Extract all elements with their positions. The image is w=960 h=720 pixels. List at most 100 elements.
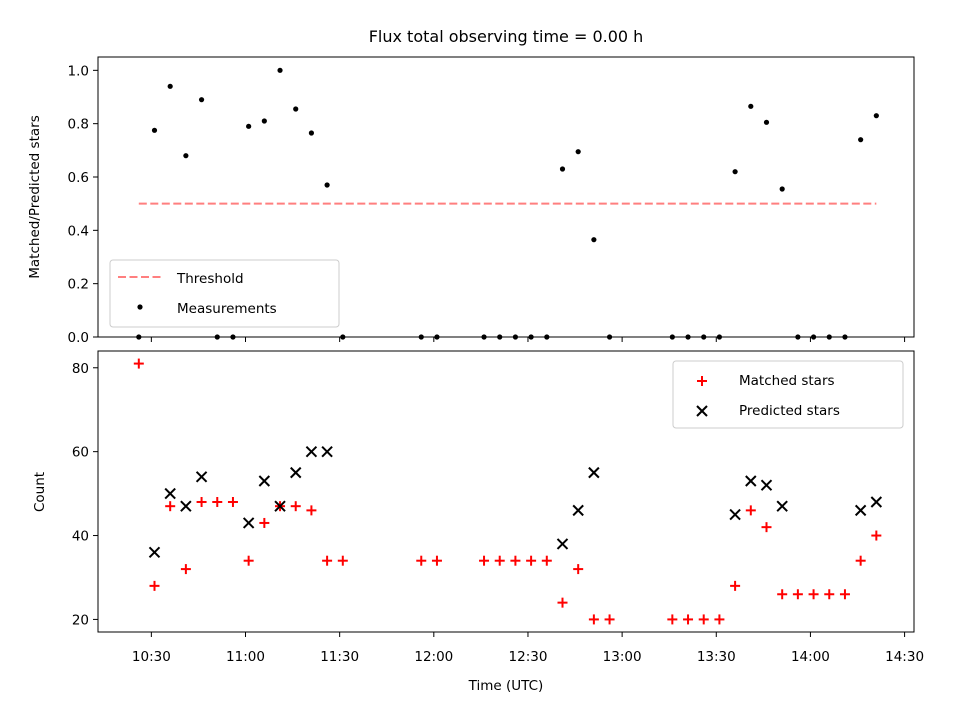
chart-title: Flux total observing time = 0.00 h [369, 27, 644, 46]
matched-star-point [510, 555, 521, 566]
matched-star-point [479, 555, 490, 566]
matched-star-point [667, 614, 678, 625]
count-ytick-label: 60 [72, 445, 89, 461]
matched-star-point [212, 496, 223, 507]
matched-star-point [761, 522, 772, 533]
count-xtick-label: 11:30 [320, 649, 359, 665]
ratio-ytick-label: 0.8 [68, 117, 89, 133]
matched-star-point [526, 555, 537, 566]
matched-star-point [431, 555, 442, 566]
matched-star-point [588, 614, 599, 625]
measurement-point [559, 166, 566, 172]
matched-star-point [337, 555, 348, 566]
matched-star-point [180, 564, 191, 575]
predicted-star-point [760, 479, 773, 491]
measurement-point [779, 186, 785, 192]
predicted-star-point [729, 508, 741, 521]
measurement-point [748, 103, 754, 109]
matched-star-point [227, 496, 238, 507]
ratio-ytick-label: 0.2 [68, 277, 89, 293]
count-yaxis-ticks: 20 40 60 80 [72, 361, 98, 628]
measurement-point [277, 67, 283, 73]
matched-star-point [777, 589, 788, 600]
measurement-point [246, 123, 252, 129]
matched-star-point [871, 530, 882, 541]
count-ytick-label: 80 [72, 361, 89, 377]
count-ytick-label: 20 [72, 612, 89, 628]
predicted-star-point [870, 496, 883, 508]
ratio-plot-area [136, 67, 879, 340]
matched-star-point [416, 555, 427, 566]
predicted-star-point [776, 500, 788, 512]
matched-star-point [808, 589, 819, 600]
count-xtick-label: 13:30 [697, 649, 736, 665]
predicted-star-point [274, 500, 286, 512]
matched-star-point [855, 555, 866, 566]
count-xtick-label: 11:00 [226, 649, 265, 665]
measurement-point [591, 237, 597, 243]
count-xtick-label: 14:00 [791, 649, 830, 665]
predicted-star-point [572, 504, 584, 517]
predicted-legend-swatch [696, 405, 708, 417]
predicted-star-point [242, 517, 255, 529]
predicted-star-point [588, 466, 600, 479]
measurement-point [183, 153, 189, 159]
predicted-star-point [290, 466, 302, 479]
ratio-ytick-label: 0.4 [68, 223, 89, 239]
matched-legend-swatch [697, 376, 707, 386]
matched-star-point [322, 555, 333, 566]
matched-star-point [714, 614, 725, 625]
measurement-point [167, 83, 173, 89]
measurement-point [763, 119, 770, 125]
predicted-star-point [164, 487, 176, 500]
predicted-star-point [556, 538, 569, 550]
predicted-star-point [180, 500, 192, 512]
ratio-ylabel: Matched/Predicted stars [27, 115, 43, 278]
ratio-ytick-label: 1.0 [68, 63, 89, 79]
predicted-star-point [195, 471, 208, 483]
matched-star-point [557, 597, 568, 608]
measurement-point [261, 118, 267, 124]
count-xlabel: Time (UTC) [468, 678, 544, 694]
matched-star-point [165, 501, 176, 512]
measurement-point [151, 127, 158, 133]
predicted-star-point [321, 445, 333, 458]
predicted-star-point [854, 504, 867, 517]
measurement-point [732, 169, 738, 175]
matched-star-point [683, 614, 694, 625]
predicted-star-point [305, 445, 318, 458]
measurement-point [324, 182, 330, 188]
predicted-star-point [745, 475, 757, 487]
measurement-point [575, 149, 581, 155]
matched-star-point [541, 555, 552, 566]
measurements-legend-label: Measurements [177, 301, 277, 317]
measurement-point [858, 137, 864, 143]
measurement-point [308, 130, 315, 136]
ratio-legend: Threshold Measurements [109, 259, 340, 328]
ratio-legend-box [109, 259, 340, 328]
count-legend: Matched stars Predicted stars [672, 360, 904, 429]
count-xtick-label: 13:00 [603, 649, 642, 665]
measurement-point [873, 113, 879, 119]
ratio-panel: 0.0 0.2 0.4 0.6 0.8 1.0 Matched/Predicted sta… [27, 56, 915, 346]
measurement-point [293, 106, 299, 112]
matched-star-point [290, 501, 301, 512]
count-xtick-label: 10:30 [132, 649, 171, 665]
matched-star-point [792, 589, 803, 600]
ratio-yaxis-ticks: 0.0 0.2 0.4 0.6 0.8 1.0 [68, 63, 98, 346]
predicted-legend-label: Predicted stars [739, 403, 840, 419]
count-xaxis-ticks: 10:30 11:00 11:30 12:00 12:30 13:00 13:30 14:00… [132, 632, 924, 665]
matched-star-point [133, 358, 144, 369]
count-xtick-label: 14:30 [885, 649, 924, 665]
ratio-ytick-label: 0.0 [68, 330, 89, 346]
count-xtick-label: 12:00 [414, 649, 453, 665]
matched-star-point [196, 496, 207, 507]
count-ytick-label: 40 [72, 529, 89, 545]
predicted-star-point [258, 475, 271, 487]
count-legend-box [672, 360, 904, 429]
count-axes-frame [97, 350, 915, 633]
matched-star-point [824, 589, 835, 600]
matched-star-point [730, 580, 741, 591]
ratio-xaxis-ticks [150, 337, 906, 342]
